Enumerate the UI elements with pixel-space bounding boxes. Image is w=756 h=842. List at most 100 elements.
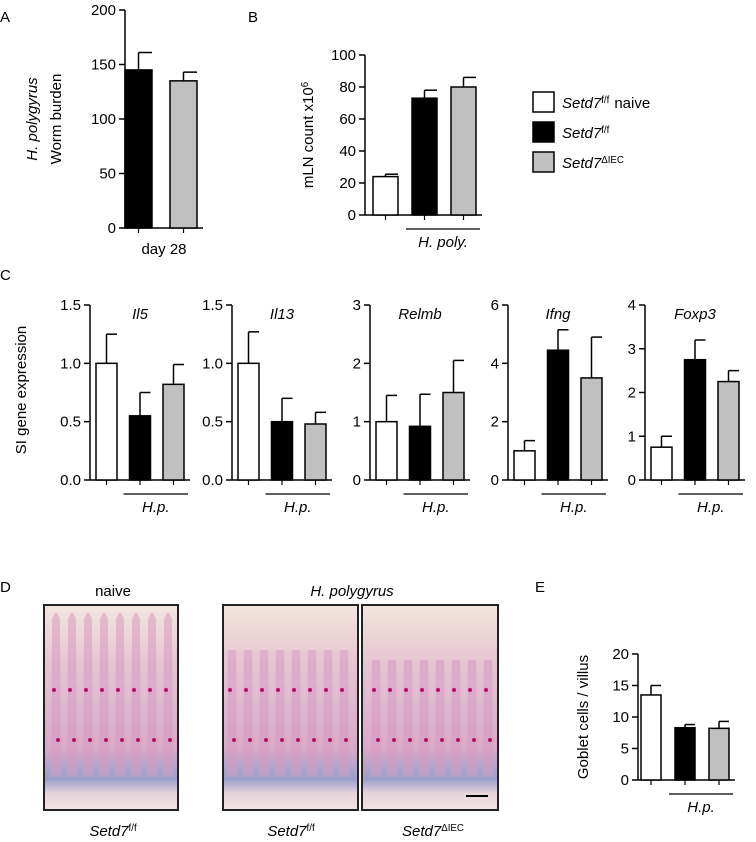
y-tick-label: 0.5 [202,414,223,431]
y-tick-label: 20 [339,175,356,192]
y-tick-label: 1.5 [60,297,81,314]
legend-label-part: f/f [601,95,609,106]
legend-swatch [532,151,555,173]
chart-title: Foxp3 [674,306,716,323]
y-tick-label: 0 [353,472,361,489]
bar [717,380,740,481]
bar [408,425,432,481]
group-label: H.p. [422,499,450,516]
legend-label-part: Setd7 [562,125,602,142]
bar [411,97,438,216]
bar [375,420,398,481]
chart-title: Il5 [132,306,149,323]
y-tick-label: 20 [612,646,629,663]
y-tick-label: 0.0 [60,472,81,489]
legend-label-part: naive [614,95,650,112]
y-tick-label: 100 [331,47,356,64]
bar [674,726,696,781]
bar [450,86,477,216]
legend-label: Setd7f/f naive [562,95,650,113]
bar [237,362,260,481]
y-tick-label: 0.5 [60,414,81,431]
image-caption-part: Setd7 [89,823,129,840]
legend-label-part: ΔIEC [601,155,624,166]
y-tick-label: 1 [353,414,361,431]
y-label: mLN count x106 [300,82,318,188]
bar [650,446,673,481]
y-tick-label: 1 [628,428,636,445]
chart-title: Ifng [545,306,571,323]
y-tick-label: 2 [491,414,499,431]
panel-label: B [248,9,258,26]
legend-label-part: Setd7 [562,95,602,112]
y-tick-label: 10 [612,709,629,726]
bar [546,349,570,481]
y-label-part: mLN count x10 [300,87,317,188]
panel-label: E [535,579,545,596]
bar [683,358,707,481]
y-tick-label: 200 [91,2,116,19]
micrographs [43,604,499,811]
panel-label: C [0,267,11,284]
y-tick-label: 0 [621,772,629,789]
y-tick-label: 50 [99,166,116,183]
y-tick-label: 15 [612,678,629,695]
image-caption-part: f/f [307,823,315,834]
y-tick-label: 0 [348,207,356,224]
y-tick-label: 3 [353,297,361,314]
y-tick-label: 0 [108,220,116,237]
group-label: H.p. [560,499,588,516]
y-tick-label: 40 [339,143,356,160]
bar [708,727,730,781]
legend-label-part: f/f [601,125,609,136]
group-label: H.p. [697,499,725,516]
y-tick-label: 150 [91,57,116,74]
y-tick-label: 2 [353,355,361,372]
y-tick-label: 2 [628,385,636,402]
group-label: H.p. [142,499,170,516]
y-tick-label: 6 [491,297,499,314]
image-title: H. polygyrus [310,583,394,600]
bar [270,420,294,481]
villi [46,607,176,777]
y-label: Goblet cells / villus [575,655,592,779]
y-label: Worm burden [48,74,65,165]
y-tick-label: 1.5 [202,297,223,314]
image-caption-part: Setd7 [267,823,307,840]
villi [225,650,356,777]
bar [513,450,536,481]
bar [304,423,327,481]
panel-label: D [0,579,11,596]
x-label: day 28 [141,241,186,258]
bar [169,80,198,229]
villi [364,660,496,777]
group-label: H.p. [687,799,715,816]
y-tick-label: 1.0 [60,355,81,372]
bar [442,391,465,481]
y-tick-label: 0 [628,472,636,489]
legend-label-part: Setd7 [562,155,602,172]
y-tick-label: 4 [628,297,636,314]
y-tick-label: 5 [621,741,629,758]
image-title: naive [95,583,131,600]
bar [128,415,152,481]
y-tick-label: 60 [339,111,356,128]
y-tick-label: 3 [628,341,636,358]
legend-swatch [532,91,555,113]
image-caption: Setd7f/f [89,823,137,841]
bar [580,377,603,481]
legend-label: Setd7ΔIEC [562,155,624,173]
legend-swatch [532,121,555,143]
chart-title: Il13 [270,306,295,323]
y-tick-label: 0.0 [202,472,223,489]
y-label: H. polygyrus [24,77,41,161]
bar [124,69,153,229]
y-tick-label: 0 [491,472,499,489]
y-tick-label: 100 [91,111,116,128]
chart-title: Relmb [398,306,441,323]
bar [162,383,185,481]
image-caption-part: ΔIEC [441,823,464,834]
y-label: SI gene expression [13,326,30,454]
image-caption-part: Setd7 [402,823,442,840]
group-label: H. poly. [418,234,468,251]
